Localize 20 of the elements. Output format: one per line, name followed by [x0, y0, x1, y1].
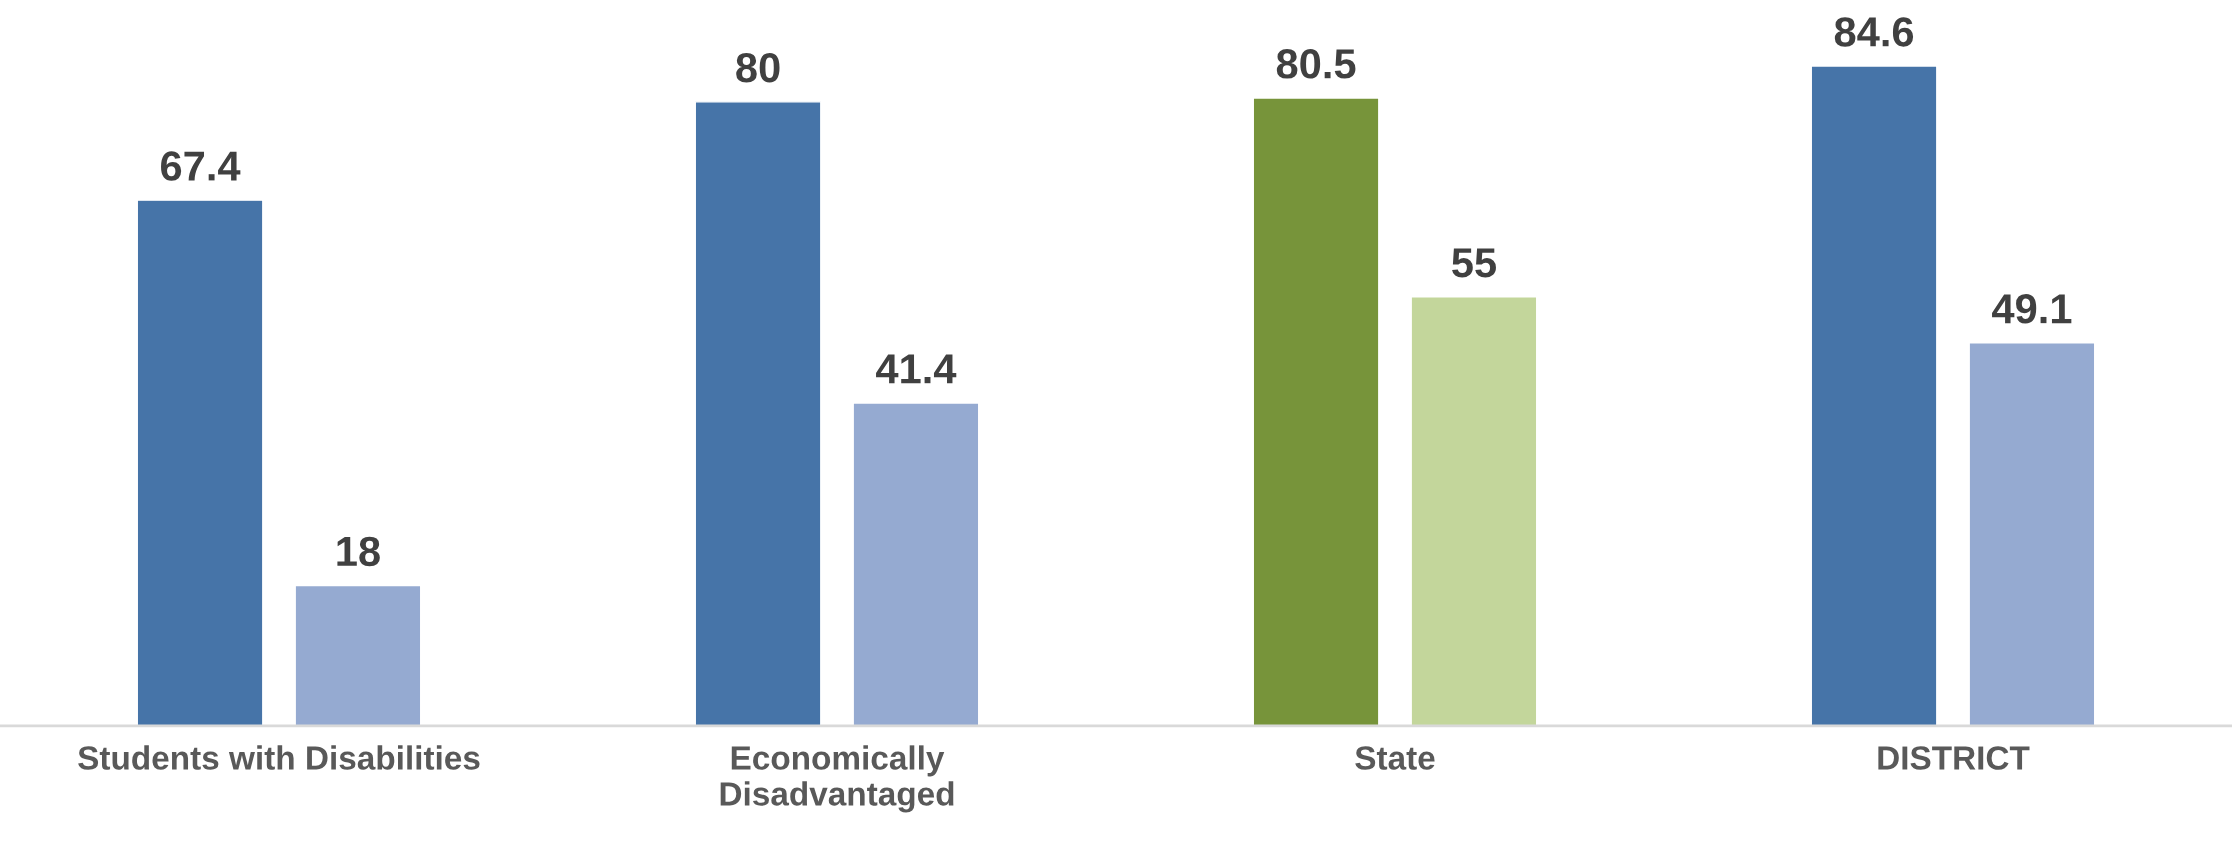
- data-label: 80.5: [1276, 49, 1356, 79]
- bar: [1810, 65, 1938, 726]
- x-tick-label: Students with Disabilities: [78, 745, 480, 770]
- bar: [1252, 97, 1380, 726]
- data-label: 41.4: [876, 354, 957, 384]
- bar: [852, 402, 980, 726]
- bar: [294, 584, 422, 726]
- x-tick-label: State: [1355, 746, 1435, 770]
- data-label: 84.6: [1834, 17, 1914, 47]
- data-label: 49.1: [1992, 294, 2072, 324]
- bar: [1410, 296, 1538, 726]
- bar: [694, 101, 822, 726]
- data-label: 55: [1452, 248, 1496, 278]
- data-label: 67.4: [161, 151, 241, 181]
- data-label: 18: [337, 536, 380, 567]
- x-tick-label: DISTRICT: [1878, 746, 2030, 770]
- data-label: 80: [736, 53, 780, 83]
- bar: [136, 199, 264, 726]
- x-tick-label: Economically Disadvantaged: [720, 745, 954, 813]
- bar: [1968, 342, 2096, 726]
